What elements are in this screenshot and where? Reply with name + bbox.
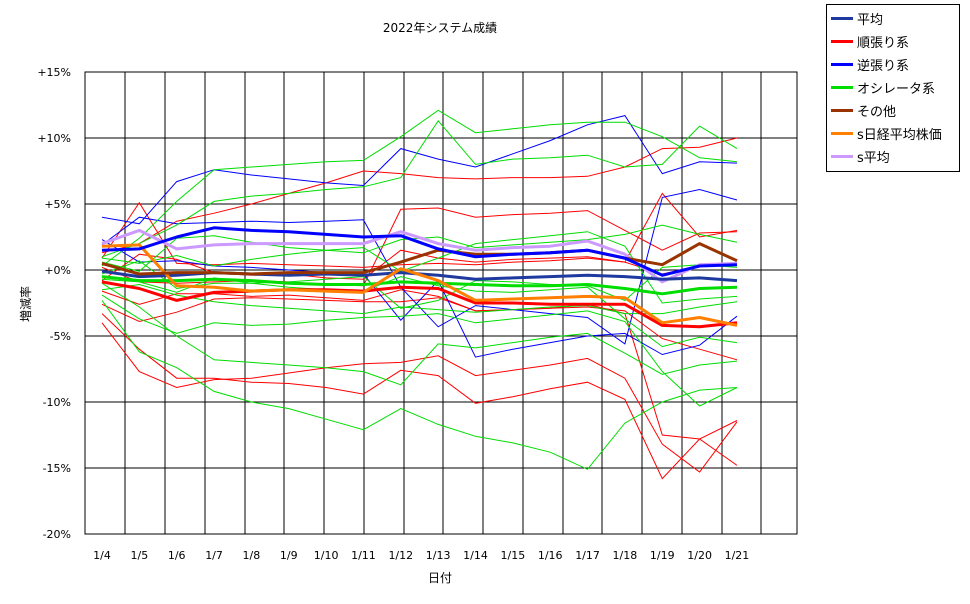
x-tick-label: 1/21 <box>725 549 750 562</box>
x-tick-label: 1/8 <box>243 549 261 562</box>
legend-swatch <box>831 63 853 66</box>
x-tick-label: 1/17 <box>575 549 600 562</box>
y-tick-labels: +15% +10% +5% +0% -5% -10% -15% -20% <box>37 66 71 541</box>
background-series-line <box>101 282 738 386</box>
legend-swatch <box>831 86 853 89</box>
y-tick-label: -20% <box>43 528 71 541</box>
main-series-lines <box>101 226 738 329</box>
background-series-line <box>101 300 738 470</box>
background-series-line <box>101 260 738 309</box>
legend-label: その他 <box>857 105 897 120</box>
legend-label: 逆張り系 <box>857 59 910 74</box>
legend-item: オシレータ系 <box>831 76 959 99</box>
background-series-line <box>101 119 738 258</box>
background-series-line <box>101 137 738 254</box>
background-series-line <box>101 115 738 225</box>
y-axis-label: 増減率 <box>18 286 33 322</box>
background-series-line <box>101 294 738 407</box>
legend-label: 順張り系 <box>857 36 910 51</box>
y-tick-label: +0% <box>44 264 71 277</box>
legend-swatch <box>831 132 853 135</box>
background-series-line <box>101 283 738 315</box>
x-tick-label: 1/18 <box>613 549 638 562</box>
series-line-3 <box>101 226 738 277</box>
legend-swatch <box>831 109 853 112</box>
legend-item: その他 <box>831 99 959 122</box>
legend-item: s日経平均株価 <box>831 122 959 145</box>
background-series-lines <box>101 109 738 480</box>
y-tick-label: +15% <box>37 66 71 79</box>
legend-swatch <box>831 17 853 20</box>
x-tick-label: 1/11 <box>351 549 376 562</box>
background-series-line <box>101 249 738 282</box>
y-tick-label: +5% <box>44 198 71 211</box>
x-tick-labels: 1/4 1/5 1/6 1/7 1/8 1/9 1/10 1/11 1/12 1/13 1/14 1/… <box>93 549 749 562</box>
background-series-line <box>101 188 738 345</box>
x-tick-label: 1/16 <box>538 549 563 562</box>
x-tick-label: 1/5 <box>130 549 148 562</box>
legend-label: オシレータ系 <box>857 82 936 97</box>
series-line-2 <box>101 280 738 329</box>
background-series-line <box>101 322 738 473</box>
x-tick-label: 1/12 <box>388 549 413 562</box>
legend-label: 平均 <box>857 13 884 28</box>
legend-swatch <box>831 40 853 43</box>
legend-item: 逆張り系 <box>831 53 959 76</box>
y-tick-label: -10% <box>43 396 71 409</box>
series-line-4 <box>101 275 738 296</box>
x-tick-label: 1/10 <box>314 549 339 562</box>
chart-title: 2022年システム成績 <box>383 21 497 35</box>
legend: 平均順張り系逆張り系オシレータ系 その他 s日経平均株価 s平均 <box>826 4 960 172</box>
legend-label: s日経平均株価 <box>857 128 942 143</box>
x-tick-label: 1/20 <box>687 549 712 562</box>
legend-swatch <box>831 155 853 158</box>
y-tick-label: +10% <box>37 132 71 145</box>
background-series-line <box>101 109 738 267</box>
x-tick-label: 1/14 <box>463 549 488 562</box>
background-series-line <box>101 207 738 287</box>
x-tick-label: 1/13 <box>426 549 451 562</box>
x-tick-label: 1/19 <box>650 549 675 562</box>
series-line-5 <box>101 242 738 276</box>
x-tick-label: 1/9 <box>280 549 298 562</box>
series-line-6 <box>101 243 738 327</box>
x-tick-label: 1/7 <box>205 549 223 562</box>
legend-item: 順張り系 <box>831 30 959 53</box>
background-series-line <box>101 313 738 480</box>
plot-frame <box>84 71 798 535</box>
legend-label: s平均 <box>857 151 890 166</box>
y-tick-label: -5% <box>50 330 71 343</box>
legend-item: s平均 <box>831 145 959 168</box>
y-tick-label: -15% <box>43 462 71 475</box>
background-series-line <box>101 239 738 358</box>
x-tick-label: 1/15 <box>500 549 525 562</box>
background-series-line <box>101 231 738 304</box>
legend-item: 平均 <box>831 7 959 30</box>
x-tick-label: 1/4 <box>93 549 111 562</box>
x-axis-label: 日付 <box>428 571 452 585</box>
x-tick-label: 1/6 <box>168 549 186 562</box>
